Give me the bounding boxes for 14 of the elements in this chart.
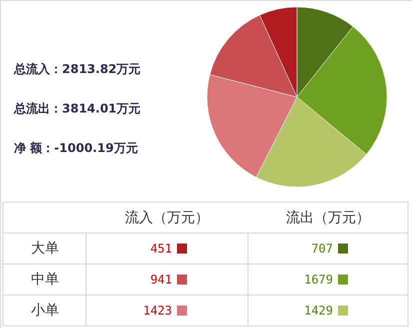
y-tick-label: 中单 (31, 272, 59, 288)
x-tick-label: 流入（万元） (125, 210, 209, 226)
data-label: 1423 (143, 304, 172, 318)
x-tick-label: 流出（万元） (286, 210, 370, 226)
text: 净 额：-1000.19万元 (14, 141, 138, 155)
data-label: 451 (150, 242, 172, 256)
data-label: 1429 (304, 304, 333, 318)
y-tick-label: 大单 (31, 240, 59, 256)
text: 总流入：2813.82万元 (13, 62, 141, 76)
text: 总流出：3814.01万元 (13, 102, 141, 116)
data-label: 707 (311, 242, 333, 256)
data-label: 1679 (304, 272, 333, 286)
data-label: 941 (150, 272, 172, 286)
y-tick-label: 小单 (31, 302, 59, 318)
